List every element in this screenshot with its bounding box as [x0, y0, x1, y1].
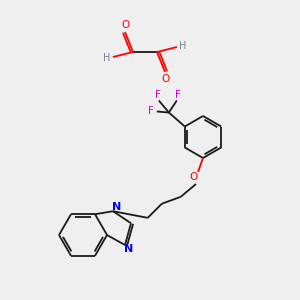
Text: H: H [103, 53, 111, 63]
Text: F: F [148, 106, 154, 116]
Text: N: N [112, 202, 122, 212]
Text: N: N [124, 244, 134, 254]
Text: O: O [161, 74, 169, 84]
Text: H: H [179, 41, 187, 51]
Text: F: F [175, 91, 181, 100]
Text: O: O [121, 20, 129, 30]
Text: F: F [155, 91, 161, 100]
Text: O: O [190, 172, 198, 182]
